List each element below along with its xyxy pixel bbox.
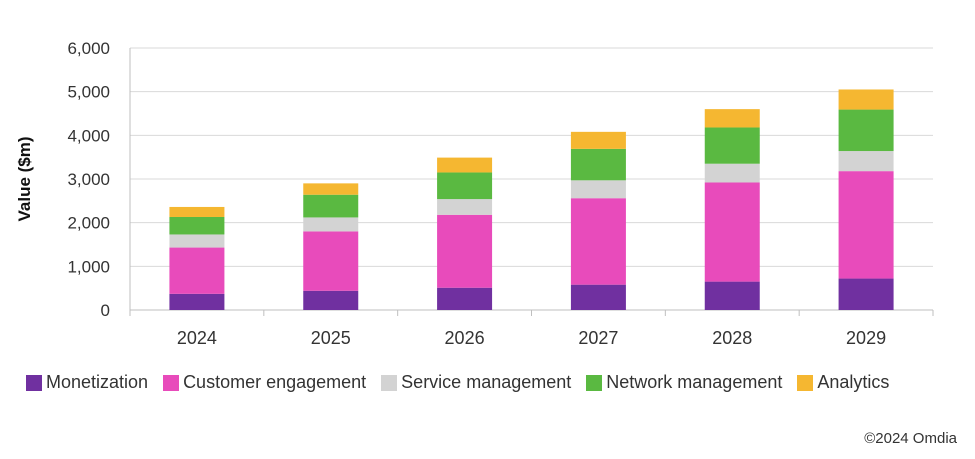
bar-segment-network-management: [437, 172, 493, 200]
bar-segment-service-management: [704, 163, 760, 183]
y-tick-label: 1,000: [67, 257, 110, 276]
bar-segment-analytics: [303, 183, 359, 195]
bar-segment-analytics: [570, 131, 626, 149]
legend-item-service-management: Service management: [381, 372, 571, 393]
bar-segment-service-management: [570, 180, 626, 199]
bar-segment-customer-engagement: [169, 247, 225, 294]
y-tick-label: 0: [101, 301, 110, 320]
x-tick-label: 2026: [445, 328, 485, 348]
x-tick-label: 2027: [578, 328, 618, 348]
bar-segment-customer-engagement: [838, 171, 894, 279]
bar-segment-customer-engagement: [570, 198, 626, 285]
bar-segment-network-management: [169, 216, 225, 235]
bar-segment-analytics: [838, 89, 894, 110]
bar-segment-network-management: [570, 148, 626, 181]
chart-legend: Monetization Customer engagement Service…: [26, 372, 971, 393]
bar-segment-customer-engagement: [437, 214, 493, 288]
legend-swatch-monetization: [26, 374, 42, 391]
x-tick-label: 2025: [311, 328, 351, 348]
bar-segment-analytics: [437, 157, 493, 173]
bar-segment-customer-engagement: [704, 182, 760, 282]
bar-segment-customer-engagement: [303, 231, 359, 291]
copyright-text: ©2024 Omdia: [864, 430, 957, 447]
legend-item-monetization: Monetization: [26, 372, 148, 393]
legend-label-network-management: Network management: [606, 372, 783, 392]
bar-segment-monetization: [169, 293, 225, 310]
bar-segment-service-management: [303, 217, 359, 232]
legend-label-service-management: Service management: [401, 372, 572, 392]
bar-segment-service-management: [437, 199, 493, 215]
y-tick-label: 4,000: [67, 126, 110, 145]
bar-segment-monetization: [704, 281, 760, 310]
legend-item-analytics: Analytics: [797, 372, 889, 393]
bar-segment-monetization: [437, 287, 493, 310]
bar-segment-service-management: [169, 234, 225, 248]
y-tick-label: 3,000: [67, 170, 110, 189]
x-tick-label: 2028: [712, 328, 752, 348]
bar-segment-monetization: [303, 290, 359, 310]
bar-segment-analytics: [169, 206, 225, 217]
bar-segment-network-management: [303, 194, 359, 218]
x-tick-label: 2024: [177, 328, 217, 348]
legend-label-monetization: Monetization: [46, 372, 149, 392]
x-tick-label: 2029: [846, 328, 886, 348]
bar-segment-monetization: [838, 278, 894, 310]
y-tick-label: 6,000: [67, 39, 110, 58]
y-tick-label: 2,000: [67, 214, 110, 233]
y-tick-label: 5,000: [67, 83, 110, 102]
bar-segment-analytics: [704, 109, 760, 128]
bar-segment-network-management: [704, 127, 760, 164]
bar-segment-monetization: [570, 284, 626, 310]
legend-swatch-customer-engagement: [163, 374, 180, 391]
bar-segment-network-management: [838, 109, 894, 152]
legend-item-network-management: Network management: [586, 372, 782, 393]
legend-swatch-network-management: [586, 374, 603, 391]
bar-segment-service-management: [838, 151, 894, 172]
legend-label-analytics: Analytics: [817, 372, 890, 392]
legend-item-customer-engagement: Customer engagement: [163, 372, 366, 393]
legend-swatch-service-management: [381, 374, 398, 391]
y-axis-title: Value ($m): [15, 136, 34, 221]
legend-swatch-analytics: [797, 374, 814, 391]
legend-label-customer-engagement: Customer engagement: [183, 372, 367, 392]
